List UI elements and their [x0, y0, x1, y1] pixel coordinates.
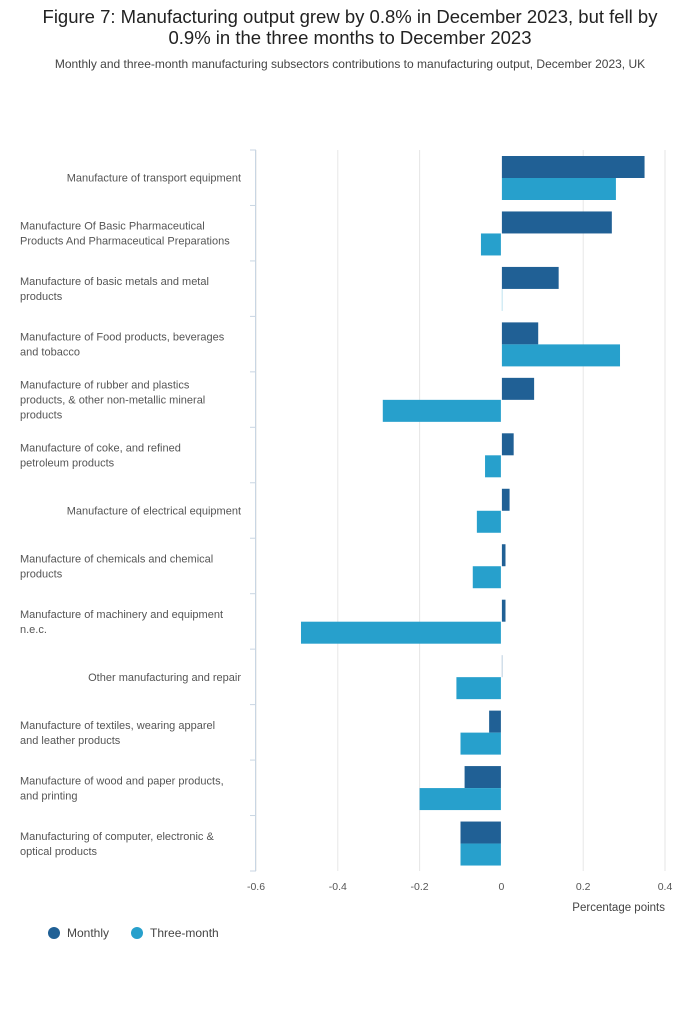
bar-monthly[interactable] — [501, 266, 559, 289]
category-label-line: and leather products — [20, 735, 121, 747]
bar-monthly[interactable] — [501, 599, 506, 622]
x-tick-label: -0.2 — [411, 881, 429, 893]
bar-three-month[interactable] — [480, 233, 502, 256]
bar-monthly[interactable] — [489, 710, 502, 733]
bar-monthly[interactable] — [501, 544, 506, 567]
bar-three-month[interactable] — [476, 510, 502, 533]
category-label: Other manufacturing and repair — [88, 672, 241, 684]
bar-three-month[interactable] — [501, 344, 621, 367]
category-label-line: Manufacture of textiles, wearing apparel — [20, 720, 215, 732]
category-label-line: Manufacturing of computer, electronic & — [20, 831, 214, 843]
bar-three-month[interactable] — [456, 677, 502, 700]
category-label-line: optical products — [20, 846, 98, 858]
category-label-line: Manufacture of transport equipment — [67, 173, 241, 185]
chart-title: Figure 7: Manufacturing output grew by 0… — [42, 6, 658, 48]
category-label: Manufacture of electrical equipment — [67, 506, 241, 518]
category-label-line: Products And Pharmaceutical Preparations — [20, 236, 230, 248]
category-label: Manufacture of coke, and refined petroleu… — [20, 443, 181, 470]
category-label-line: n.e.c. — [20, 624, 47, 636]
category-label: Manufacture of Food products, beverages a… — [20, 332, 225, 359]
category-label-line: Manufacture of coke, and refined — [20, 443, 181, 455]
category-label-line: Manufacture of Food products, beverages — [20, 332, 225, 344]
legend-label-monthly: Monthly — [67, 926, 110, 940]
bar-monthly[interactable] — [464, 766, 502, 789]
category-label-line: Manufacture of wood and paper products, — [20, 775, 224, 787]
bar-monthly[interactable] — [501, 433, 514, 456]
category-label-line: Manufacture of basic metals and metal — [20, 276, 209, 288]
bar-three-month[interactable] — [382, 399, 502, 422]
category-label-line: products — [20, 291, 63, 303]
category-label-line: Other manufacturing and repair — [88, 672, 241, 684]
x-tick-label: -0.4 — [329, 881, 347, 893]
category-label: Manufacture of machinery and equipment n.… — [20, 609, 223, 636]
category-label-line: products — [20, 410, 63, 422]
category-label-line: Manufacture of electrical equipment — [67, 506, 241, 518]
category-label-line: Manufacture of machinery and equipment — [20, 609, 223, 621]
bar-monthly[interactable] — [501, 322, 539, 345]
x-tick-label: 0 — [498, 881, 504, 893]
category-label-line: petroleum products — [20, 458, 115, 470]
category-label-line: Manufacture of rubber and plastics — [20, 380, 190, 392]
bar-monthly[interactable] — [460, 821, 502, 844]
category-label: Manufacture of basic metals and metal pro… — [20, 276, 209, 303]
category-label-line: products — [20, 568, 63, 580]
category-label-line: Manufacture Of Basic Pharmaceutical — [20, 221, 205, 233]
legend-swatch-three-month — [131, 927, 144, 939]
x-tick-label: 0.2 — [576, 881, 591, 893]
bar-three-month[interactable] — [501, 178, 616, 200]
bar-monthly[interactable] — [501, 377, 535, 400]
category-label: Manufacture Of Basic Pharmaceutical Produ… — [20, 221, 230, 248]
chart-subtitle: Monthly and three-month manufacturing su… — [54, 57, 646, 71]
category-label-line: products, & other non-metallic mineral — [20, 395, 205, 407]
category-label-line: and printing — [20, 790, 78, 802]
legend-item-monthly[interactable]: Monthly — [48, 926, 109, 940]
legend-label-three-month: Three-month — [150, 926, 219, 940]
bar-three-month[interactable] — [472, 566, 502, 589]
category-label: Manufacturing of computer, electronic & o… — [20, 831, 214, 858]
bar-three-month[interactable] — [300, 621, 502, 644]
category-label: Manufacture of textiles, wearing apparel… — [20, 720, 215, 747]
x-axis-title: Percentage points — [572, 902, 665, 914]
x-tick-label: -0.6 — [247, 881, 265, 893]
legend: Monthly Three-month — [48, 926, 219, 940]
bar-three-month[interactable] — [485, 455, 502, 478]
category-label: Manufacture of wood and paper products, a… — [20, 775, 224, 802]
x-tick-label: 0.4 — [658, 881, 673, 893]
bar-three-month[interactable] — [460, 843, 502, 866]
legend-swatch-monthly — [48, 927, 60, 939]
category-label: Manufacture of rubber and plastics produc… — [20, 380, 205, 422]
bar-three-month[interactable] — [419, 788, 502, 811]
bar-monthly[interactable] — [501, 488, 510, 511]
category-label-line: and tobacco — [20, 347, 80, 359]
bar-monthly[interactable] — [501, 211, 612, 234]
legend-item-three-month[interactable]: Three-month — [131, 926, 219, 940]
bar-monthly[interactable] — [501, 156, 645, 178]
bar-three-month[interactable] — [460, 732, 502, 755]
category-label: Manufacture of transport equipment — [67, 173, 241, 185]
category-label-line: Manufacture of chemicals and chemical — [20, 553, 213, 565]
category-label: Manufacture of chemicals and chemical pro… — [20, 553, 213, 580]
